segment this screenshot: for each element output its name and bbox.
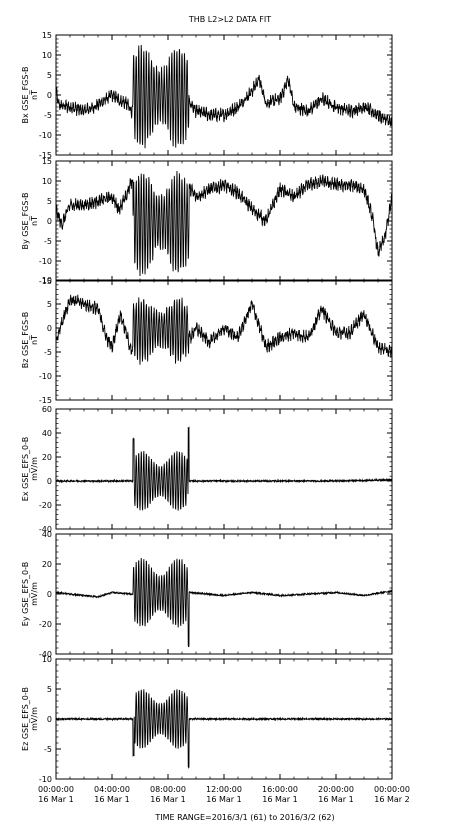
y-axis-unit: mV/m bbox=[30, 707, 39, 731]
y-tick-label: -15 bbox=[39, 151, 52, 160]
y-tick-label: 10 bbox=[42, 276, 52, 285]
x-tick-date: 16 Mar 1 bbox=[206, 795, 241, 804]
x-tick-date: 16 Mar 1 bbox=[38, 795, 73, 804]
y-axis-unit: nT bbox=[30, 90, 39, 100]
panel-2: -15 -10 -5 0 5 10 15 By GSE_FGS-B nT bbox=[21, 157, 393, 286]
x-tick-date: 16 Mar 1 bbox=[262, 795, 297, 804]
y-tick-label: 60 bbox=[42, 405, 52, 414]
y-tick-label: 15 bbox=[42, 157, 52, 166]
x-tick-date: 16 Mar 1 bbox=[94, 795, 129, 804]
x-tick-label: 00:00:00 bbox=[38, 785, 74, 794]
y-tick-label: 0 bbox=[47, 715, 52, 724]
panel-1: -15 -10 -5 0 5 10 15 Bx GSE_FGS-B nT bbox=[21, 31, 393, 160]
y-axis-label: Bz GSE_FGS-B bbox=[21, 312, 30, 369]
y-axis-unit: mV/m bbox=[30, 582, 39, 606]
series-line bbox=[55, 689, 393, 769]
y-axis-label: By GSE_FGS-B bbox=[21, 192, 30, 249]
y-axis-unit: mV/m bbox=[30, 457, 39, 481]
y-axis-label: Ex GSE_EFS_0-B bbox=[21, 437, 30, 501]
x-tick-label: 00:00:00 bbox=[374, 785, 410, 794]
series-line bbox=[55, 170, 393, 277]
panel-6: -10 -5 0 5 10 Ez GSE_EFS_0-B mV/m bbox=[21, 655, 393, 784]
x-tick-date: 16 Mar 1 bbox=[150, 795, 185, 804]
x-tick-label: 12:00:00 bbox=[206, 785, 242, 794]
panel-frame bbox=[55, 408, 393, 530]
y-tick-label: -10 bbox=[39, 131, 52, 140]
y-axis-label: Ez GSE_EFS_0-B bbox=[21, 687, 30, 751]
panel-4: -40 -20 0 20 40 60 Ex GSE_EFS_0-B mV/m bbox=[21, 405, 393, 534]
y-tick-label: -5 bbox=[44, 111, 52, 120]
y-tick-label: 15 bbox=[42, 31, 52, 40]
y-tick-label: -40 bbox=[39, 650, 52, 659]
series-line bbox=[55, 558, 393, 648]
y-tick-label: -40 bbox=[39, 525, 52, 534]
y-tick-label: -10 bbox=[39, 775, 52, 784]
y-tick-label: 10 bbox=[42, 51, 52, 60]
panel-5: -40 -20 0 20 40 Ey GSE_EFS_0-B mV/m bbox=[21, 530, 393, 659]
y-tick-label: 20 bbox=[42, 560, 52, 569]
y-axis-unit: nT bbox=[30, 216, 39, 226]
chart-title: THB L2>L2 DATA FIT bbox=[188, 15, 271, 24]
y-tick-label: 40 bbox=[42, 530, 52, 539]
y-tick-label: 0 bbox=[47, 217, 52, 226]
y-tick-label: 0 bbox=[47, 590, 52, 599]
y-tick-label: 0 bbox=[47, 91, 52, 100]
panel-frame bbox=[55, 279, 393, 401]
y-tick-label: 10 bbox=[42, 655, 52, 664]
y-tick-label: 10 bbox=[42, 177, 52, 186]
y-tick-label: -10 bbox=[39, 372, 52, 381]
x-tick-date: 16 Mar 2 bbox=[374, 795, 409, 804]
y-tick-label: 0 bbox=[47, 477, 52, 486]
x-tick-label: 08:00:00 bbox=[150, 785, 186, 794]
y-tick-label: 40 bbox=[42, 429, 52, 438]
time-range-footer: TIME RANGE=2016/3/1 (61) to 2016/3/2 (62… bbox=[154, 813, 334, 822]
y-tick-label: 5 bbox=[47, 685, 52, 694]
y-tick-label: 5 bbox=[47, 197, 52, 206]
x-tick-label: 20:00:00 bbox=[318, 785, 354, 794]
y-axis-label: Ey GSE_EFS_0-B bbox=[21, 562, 30, 626]
y-axis-unit: nT bbox=[30, 335, 39, 345]
y-tick-label: -20 bbox=[39, 620, 52, 629]
y-tick-label: -15 bbox=[39, 277, 52, 286]
y-tick-label: 20 bbox=[42, 453, 52, 462]
y-tick-label: 0 bbox=[47, 324, 52, 333]
series-line bbox=[55, 294, 393, 365]
x-tick-label: 04:00:00 bbox=[94, 785, 130, 794]
series-line bbox=[55, 44, 393, 149]
y-tick-label: 5 bbox=[47, 71, 52, 80]
x-tick-date: 16 Mar 1 bbox=[318, 795, 353, 804]
y-tick-label: -20 bbox=[39, 501, 52, 510]
y-tick-label: -15 bbox=[39, 396, 52, 405]
y-tick-label: 5 bbox=[47, 300, 52, 309]
y-tick-label: -5 bbox=[44, 745, 52, 754]
x-tick-label: 16:00:00 bbox=[262, 785, 298, 794]
y-tick-label: -5 bbox=[44, 237, 52, 246]
series-line bbox=[55, 426, 393, 511]
y-axis-label: Bx GSE_FGS-B bbox=[21, 66, 30, 123]
y-tick-label: -5 bbox=[44, 348, 52, 357]
panel-3: -15 -10 -5 0 5 10 Bz GSE_FGS-B nT bbox=[21, 276, 393, 405]
y-tick-label: -10 bbox=[39, 257, 52, 266]
